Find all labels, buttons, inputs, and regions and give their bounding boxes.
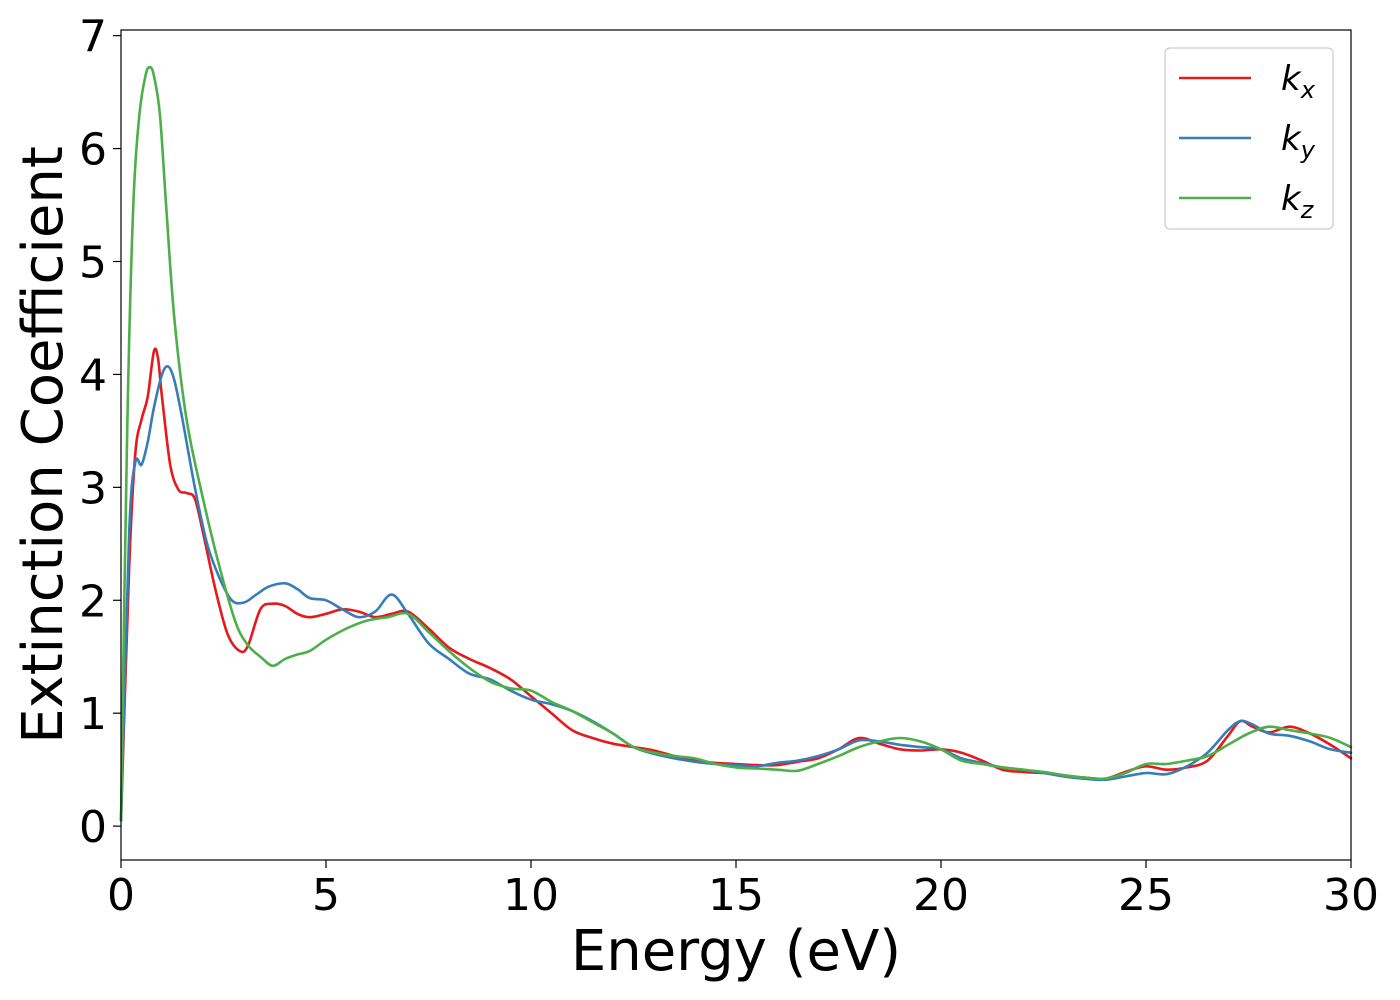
x-tick-label: 0 <box>107 870 135 921</box>
legend-label-kx: kx <box>1281 59 1316 104</box>
y-tick-label: 2 <box>79 576 107 627</box>
x-tick-label: 20 <box>913 870 969 921</box>
legend-label-subscript: y <box>1300 136 1316 164</box>
legend-label-main: k <box>1281 59 1302 99</box>
legend-label-kz: kz <box>1281 179 1315 224</box>
legend-label-main: k <box>1281 119 1302 159</box>
x-tick-label: 15 <box>708 870 764 921</box>
legend-label-ky: ky <box>1281 119 1316 164</box>
legend-label-main: k <box>1281 179 1302 219</box>
y-axis-label: Extinction Coefficient <box>11 146 76 744</box>
series-line-kz <box>119 66 1353 822</box>
legend-label-subscript: z <box>1300 196 1315 224</box>
y-tick-label: 0 <box>79 802 107 853</box>
series-layer <box>119 66 1353 822</box>
x-tick-label: 5 <box>312 870 340 921</box>
x-tick-label: 10 <box>503 870 559 921</box>
x-axis-label: Energy (eV) <box>571 919 901 984</box>
y-tick-label: 5 <box>79 237 107 288</box>
y-tick-label: 6 <box>79 125 107 176</box>
x-tick-label: 25 <box>1118 870 1174 921</box>
y-axis: 0 1 2 3 4 5 6 7 <box>79 12 121 853</box>
legend-label-subscript: x <box>1300 76 1316 104</box>
y-tick-label: 4 <box>79 350 107 401</box>
x-tick-label: 30 <box>1323 870 1379 921</box>
y-tick-label: 3 <box>79 463 107 514</box>
y-tick-label: 1 <box>79 689 107 740</box>
y-tick-label: 7 <box>79 12 107 63</box>
x-axis: 0 5 10 15 20 25 30 <box>107 860 1379 921</box>
